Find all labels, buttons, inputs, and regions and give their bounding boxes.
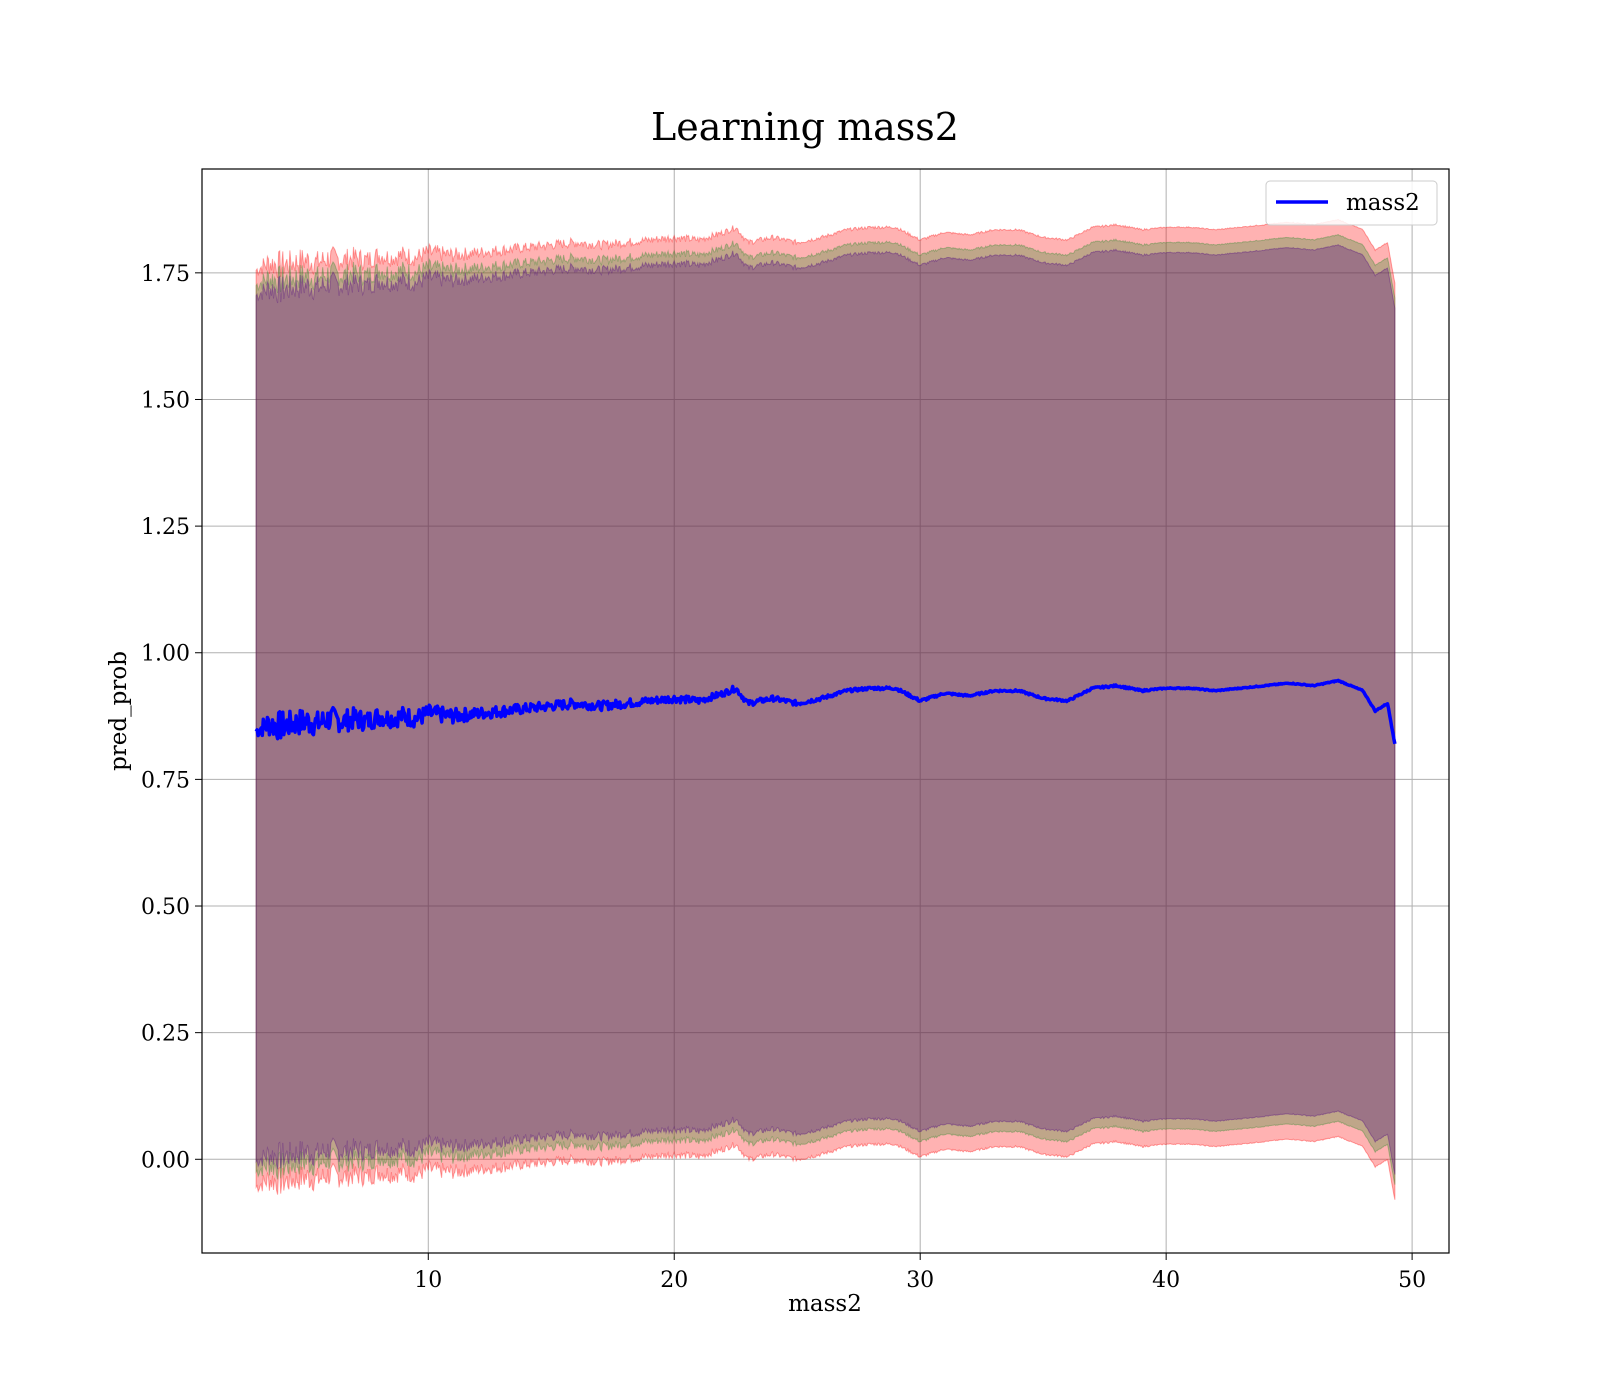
series-line-mass2	[254, 678, 1397, 745]
y-tick-label: 1.50	[141, 388, 190, 413]
chart-title: Learning mass2	[651, 105, 959, 149]
legend-entry-mass2: mass2	[1346, 190, 1420, 216]
y-tick-label: 1.75	[141, 262, 190, 287]
y-tick-label: 0.75	[141, 768, 190, 793]
confidence-band-2	[255, 234, 1396, 1185]
x-tick-label: 30	[906, 1268, 934, 1293]
x-axis-ticks: 10 20 30 40 50	[414, 1253, 1426, 1293]
y-axis-ticks: 0.00 0.25 0.50 0.75 1.00 1.25 1.50 1.75	[141, 262, 202, 1173]
plot-area	[201, 168, 1450, 1254]
confidence-band-1	[255, 218, 1396, 1200]
x-axis-label: mass2	[788, 1291, 862, 1317]
confidence-band-3	[255, 244, 1396, 1175]
confidence-bands	[255, 218, 1396, 1200]
grid-lines	[202, 169, 1449, 1253]
y-tick-label: 0.50	[141, 895, 190, 920]
legend: mass2	[1265, 180, 1438, 226]
x-tick-label: 50	[1398, 1268, 1426, 1293]
x-tick-label: 40	[1152, 1268, 1180, 1293]
y-tick-label: 1.25	[141, 515, 190, 540]
y-tick-label: 0.25	[141, 1022, 190, 1047]
x-tick-label: 10	[414, 1268, 442, 1293]
legend-box	[1265, 180, 1438, 226]
y-tick-label: 0.00	[141, 1148, 190, 1173]
x-tick-label: 20	[660, 1268, 688, 1293]
y-tick-label: 1.00	[141, 642, 190, 667]
y-axis-label: pred_prob	[106, 651, 132, 771]
plot-frame	[201, 168, 1450, 1254]
series-lines	[254, 678, 1397, 745]
